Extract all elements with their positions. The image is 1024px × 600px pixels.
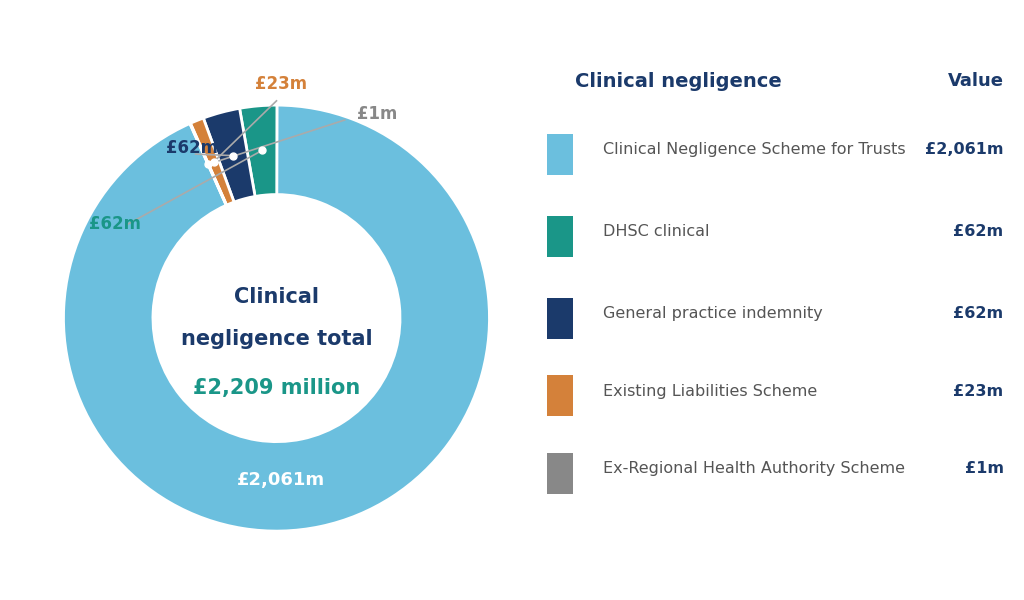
Wedge shape	[189, 123, 226, 205]
Text: £1m: £1m	[965, 461, 1004, 476]
Wedge shape	[240, 105, 276, 196]
Wedge shape	[204, 109, 255, 202]
Bar	[547, 134, 572, 175]
Text: £1m: £1m	[357, 104, 397, 122]
Bar	[547, 453, 572, 494]
Bar	[547, 215, 572, 257]
Text: £2,209 million: £2,209 million	[193, 379, 360, 398]
Bar	[547, 375, 572, 416]
Text: General practice indemnity: General practice indemnity	[602, 306, 822, 321]
Wedge shape	[63, 105, 489, 531]
Text: Existing Liabilities Scheme: Existing Liabilities Scheme	[602, 384, 817, 398]
Text: £23m: £23m	[953, 384, 1004, 398]
Text: Clinical: Clinical	[233, 287, 319, 307]
Text: Ex-Regional Health Authority Scheme: Ex-Regional Health Authority Scheme	[602, 461, 904, 476]
Text: £62m: £62m	[953, 306, 1004, 321]
Text: DHSC clinical: DHSC clinical	[602, 224, 710, 239]
Bar	[547, 298, 572, 339]
Text: £62m: £62m	[953, 224, 1004, 239]
Text: £2,061m: £2,061m	[925, 142, 1004, 157]
Wedge shape	[190, 118, 234, 205]
Text: £23m: £23m	[255, 75, 307, 93]
Text: Clinical Negligence Scheme for Trusts: Clinical Negligence Scheme for Trusts	[602, 142, 905, 157]
Text: £2,061m: £2,061m	[237, 471, 325, 489]
Text: Value: Value	[947, 72, 1004, 90]
Text: negligence total: negligence total	[180, 329, 373, 349]
Text: £62m: £62m	[89, 215, 141, 233]
Text: £62m: £62m	[166, 139, 218, 157]
Text: Clinical negligence: Clinical negligence	[575, 72, 781, 91]
